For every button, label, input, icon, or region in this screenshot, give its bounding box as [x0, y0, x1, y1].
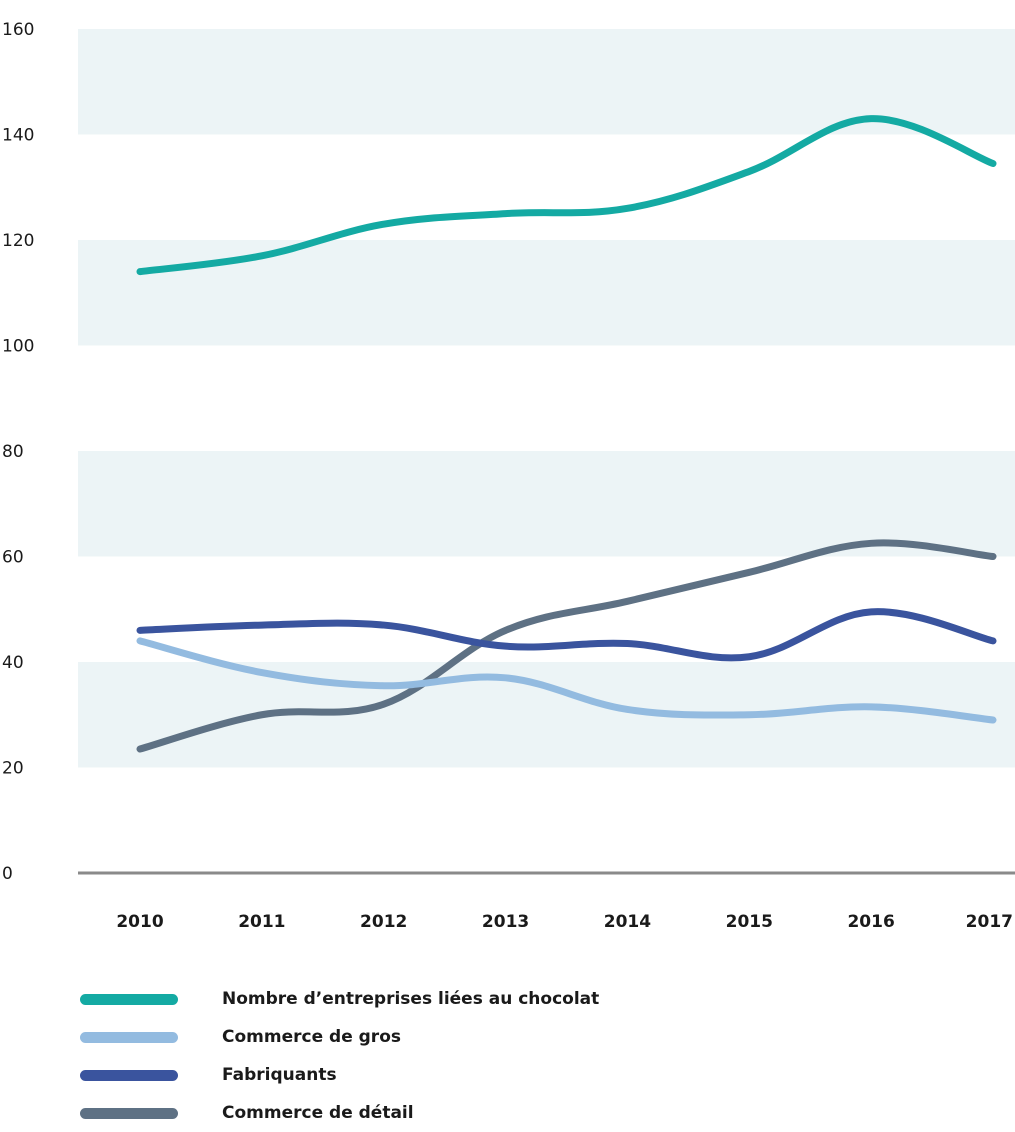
series-line — [136, 539, 997, 753]
legend-item: Commerce de détail — [80, 1094, 980, 1132]
legend-swatch — [80, 1107, 178, 1119]
series-lines — [136, 115, 997, 753]
legend-label: Commerce de détail — [222, 1103, 414, 1123]
legend: Nombre d’entreprises liées au chocolat C… — [80, 980, 980, 1132]
legend-label: Nombre d’entreprises liées au chocolat — [222, 989, 600, 1009]
x-tick-label: 2013 — [482, 912, 529, 932]
x-tick-label: 2011 — [238, 912, 285, 932]
legend-swatch — [80, 1031, 178, 1043]
legend-item: Fabriquants — [80, 1056, 980, 1094]
legend-swatch — [80, 1069, 178, 1081]
series-line — [136, 608, 997, 662]
grid-band — [78, 662, 1015, 768]
y-tick-label: 20 — [2, 759, 24, 779]
x-tick-label: 2012 — [360, 912, 407, 932]
legend-swatch — [80, 993, 178, 1005]
x-tick-label: 2010 — [116, 912, 163, 932]
y-tick-label: 100 — [2, 337, 34, 357]
y-tick-label: 120 — [2, 231, 34, 251]
y-tick-label: 80 — [2, 442, 24, 462]
x-tick-label: 2014 — [604, 912, 651, 932]
y-axis-tick-labels: 0 20 40 60 80 100 120 140 160 — [2, 20, 34, 884]
y-tick-label: 40 — [2, 653, 24, 673]
y-tick-label: 160 — [2, 20, 34, 40]
grid-band — [78, 451, 1015, 557]
background-bands — [78, 29, 1015, 768]
legend-label: Commerce de gros — [222, 1027, 401, 1047]
line-chart: 0 20 40 60 80 100 120 140 160 2010 2011 2012 2013 20… — [2, 20, 1015, 932]
y-tick-label: 140 — [2, 126, 34, 146]
x-tick-label: 2017 — [966, 912, 1013, 932]
legend-label: Fabriquants — [222, 1065, 337, 1085]
legend-item: Commerce de gros — [80, 1018, 980, 1056]
y-tick-label: 60 — [2, 548, 24, 568]
series-line — [136, 115, 997, 276]
x-axis-tick-labels: 2010 2011 2012 2013 2014 2015 2016 2017 — [116, 912, 1013, 932]
legend-item: Nombre d’entreprises liées au chocolat — [80, 980, 980, 1018]
x-tick-label: 2016 — [847, 912, 894, 932]
x-tick-label: 2015 — [726, 912, 773, 932]
y-tick-label: 0 — [2, 864, 13, 884]
series-line — [136, 637, 997, 724]
grid-band — [78, 240, 1015, 346]
